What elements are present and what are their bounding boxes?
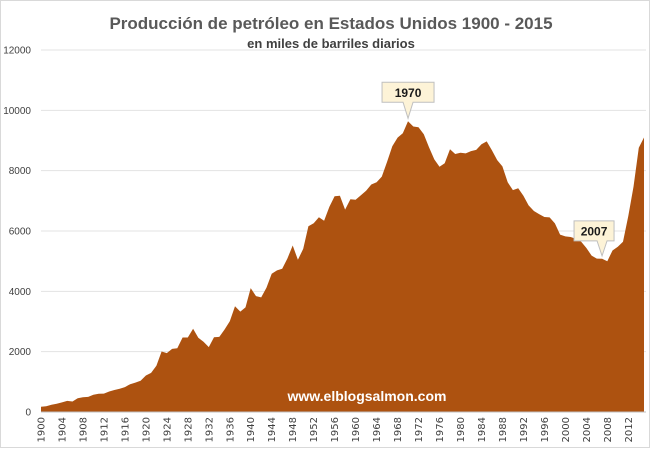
- callout-label: 1970: [395, 86, 422, 100]
- x-tick-label: 1912: [99, 417, 110, 442]
- x-tick-label: 1968: [393, 417, 404, 442]
- chart-title: Producción de petróleo en Estados Unidos…: [109, 14, 552, 33]
- x-tick-label: 1916: [120, 417, 131, 442]
- x-tick-label: 1928: [183, 417, 194, 442]
- production-area: [41, 121, 644, 413]
- y-tick-label: 4000: [9, 287, 32, 298]
- x-tick-label: 1936: [225, 417, 236, 442]
- callout-1970: 1970: [381, 81, 435, 120]
- x-tick-label: 1980: [456, 417, 467, 442]
- x-tick-label: 2012: [624, 417, 635, 442]
- x-tick-label: 1900: [37, 417, 48, 442]
- y-tick-label: 10000: [3, 106, 31, 117]
- x-tick-label: 1932: [204, 417, 215, 442]
- chart-subtitle: en miles de barriles diarios: [247, 36, 415, 51]
- x-tick-label: 1996: [540, 417, 551, 442]
- y-tick-label: 6000: [9, 227, 32, 238]
- x-tick-label: 2008: [603, 417, 614, 442]
- x-tick-label: 1988: [498, 417, 509, 442]
- y-tick-label: 0: [25, 408, 31, 419]
- x-tick-label: 1948: [288, 417, 299, 442]
- x-tick-label: 1904: [57, 417, 68, 442]
- x-tick-label: 1972: [414, 417, 425, 442]
- x-tick-label: 1976: [435, 417, 446, 442]
- x-tick-label: 1952: [309, 417, 320, 442]
- x-tick-label: 1964: [372, 417, 383, 442]
- y-tick-label: 2000: [9, 347, 32, 358]
- x-tick-label: 1944: [267, 417, 278, 442]
- callout-2007: 2007: [573, 220, 615, 258]
- x-tick-label: 1956: [330, 417, 341, 442]
- x-tick-label: 2000: [561, 417, 572, 442]
- watermark-text: www.elblogsalmon.com: [287, 388, 447, 404]
- y-tick-label: 8000: [9, 166, 32, 177]
- x-tick-label: 1920: [141, 417, 152, 442]
- x-tick-label: 1960: [351, 417, 362, 442]
- x-tick-label: 1908: [78, 417, 89, 442]
- x-tick-label: 2004: [582, 417, 593, 442]
- x-tick-label: 1924: [162, 417, 173, 442]
- callout-label: 2007: [581, 224, 608, 238]
- y-tick-label: 12000: [3, 46, 31, 57]
- callout-box: [573, 220, 615, 258]
- x-tick-label: 1984: [477, 417, 488, 442]
- x-tick-label: 1940: [246, 417, 257, 442]
- x-tick-label: 1992: [519, 417, 530, 442]
- callout-box: [381, 81, 435, 120]
